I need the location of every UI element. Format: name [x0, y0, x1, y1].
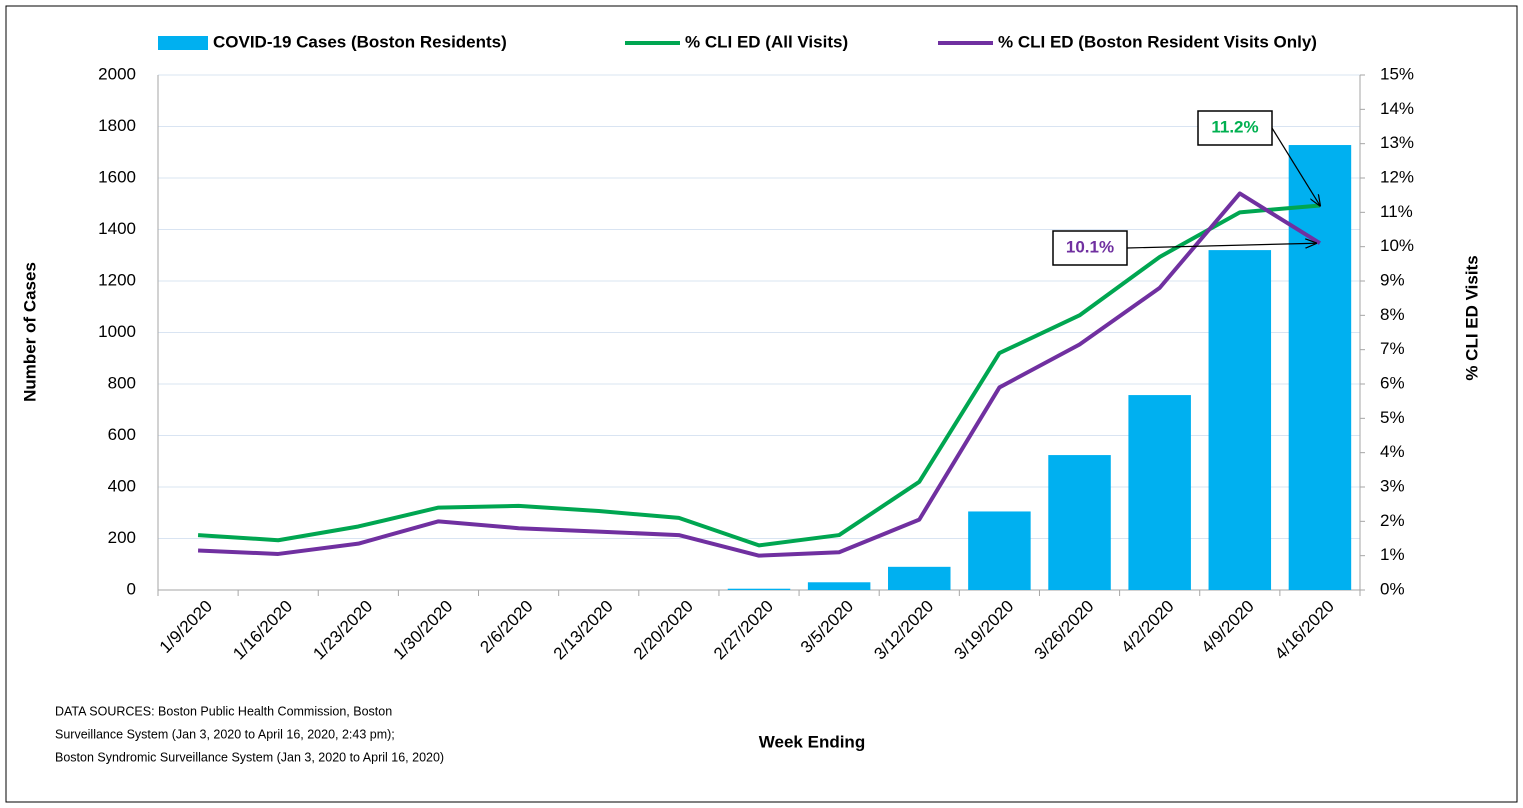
note: Boston Syndromic Surveillance System (Ja… [55, 750, 444, 764]
bar [968, 511, 1031, 590]
line [197, 203, 1321, 548]
x-axis-label: Week Ending [759, 732, 865, 751]
y2-tick-label: 9% [1380, 270, 1405, 289]
bar [727, 588, 791, 590]
y2-tick-label: 7% [1380, 339, 1405, 358]
y2-tick-label: 1% [1380, 545, 1405, 564]
y2-tick-label: 3% [1380, 476, 1405, 495]
y2-tick-label: 11% [1380, 202, 1413, 221]
bar [807, 582, 871, 590]
y2-tick-label: 6% [1380, 373, 1405, 392]
annotation-box [1197, 110, 1273, 146]
bar [1048, 455, 1111, 590]
y-tick-label: 1200 [98, 270, 136, 289]
y2-tick-label: 5% [1380, 408, 1405, 427]
y-tick-label: 600 [108, 425, 136, 444]
y2-tick-label: 13% [1380, 133, 1414, 152]
y2-tick-label: 2% [1380, 511, 1405, 530]
bar [1208, 250, 1272, 590]
y2-tick-label: 0% [1380, 579, 1405, 598]
annotation: 11.2% [1211, 117, 1258, 136]
note: DATA SOURCES: Boston Public Health Commi… [55, 704, 392, 718]
y2-tick-label: 12% [1380, 167, 1414, 186]
y-tick-label: 2000 [98, 64, 136, 83]
legend-label: % CLI ED (Boston Resident Visits Only) [998, 32, 1317, 51]
annotation: 10.1% [1066, 237, 1114, 256]
legend-label: COVID-19 Cases (Boston Residents) [213, 32, 507, 51]
bar [1288, 145, 1352, 591]
y2-tick-label: 8% [1380, 305, 1405, 324]
y2-tick-label: 15% [1380, 64, 1414, 83]
y-tick-label: 200 [108, 528, 136, 547]
line [197, 191, 1321, 558]
y-tick-label: 400 [108, 476, 136, 495]
y-axis-label: Number of Cases [20, 262, 39, 402]
note: Surveillance System (Jan 3, 2020 to Apri… [55, 727, 395, 741]
y-tick-label: 1400 [98, 219, 136, 238]
y2-axis-label: % CLI ED Visits [1462, 255, 1481, 380]
legend-label: % CLI ED (All Visits) [685, 32, 848, 51]
y-tick-label: 800 [108, 373, 136, 392]
y-tick-label: 1600 [98, 167, 136, 186]
bar [1128, 395, 1191, 590]
y2-tick-label: 14% [1380, 99, 1414, 118]
annotation-box [1052, 230, 1128, 266]
bar [888, 566, 951, 590]
y-tick-label: 1000 [98, 322, 136, 341]
y2-tick-label: 10% [1380, 236, 1414, 255]
annotation-arrow [1271, 127, 1320, 205]
annotation-arrow [1126, 243, 1316, 249]
legend-swatch [158, 36, 208, 50]
y-tick-label: 0 [127, 579, 136, 598]
y2-tick-label: 4% [1380, 442, 1405, 461]
y-tick-label: 1800 [98, 116, 136, 135]
